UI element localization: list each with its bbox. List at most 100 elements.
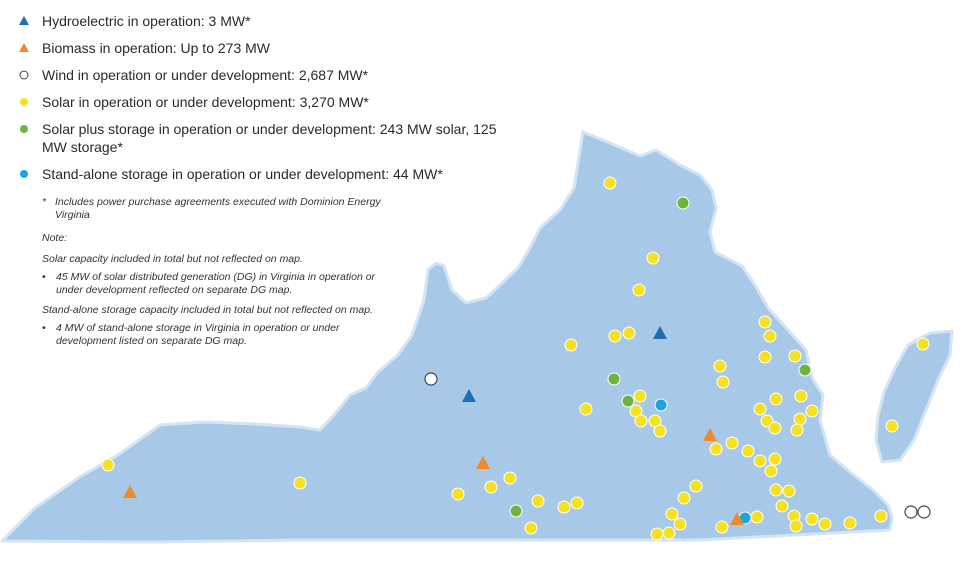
- solar-marker: [579, 402, 593, 416]
- biomass-marker: [730, 512, 744, 525]
- legend-item-hydroelectric: Hydroelectric in operation: 3 MW*: [18, 12, 498, 30]
- solar-marker: [715, 520, 729, 534]
- wind-marker: [917, 505, 931, 519]
- map-notes: * Includes power purchase agreements exe…: [42, 196, 402, 355]
- solar-marker: [794, 389, 808, 403]
- legend-label: Hydroelectric in operation: 3 MW*: [42, 13, 251, 29]
- solar-marker: [677, 491, 691, 505]
- solar-marker: [753, 454, 767, 468]
- biomass-marker: [123, 485, 137, 498]
- solar-marker: [634, 414, 648, 428]
- solar-marker: [451, 487, 465, 501]
- solar-marker: [750, 510, 764, 524]
- solar-marker: [484, 480, 498, 494]
- solar-marker: [758, 315, 772, 329]
- blue-triangle-icon: [18, 12, 42, 30]
- solar-marker: [843, 516, 857, 530]
- eastern-shore: [874, 329, 954, 464]
- storage-note: Stand-alone storage capacity included in…: [42, 304, 373, 316]
- solar-marker: [790, 423, 804, 437]
- solar-marker: [646, 251, 660, 265]
- solar-marker: [789, 519, 803, 533]
- solar-marker: [874, 509, 888, 523]
- solar-marker: [768, 452, 782, 466]
- wind-marker: [904, 505, 918, 519]
- solar-marker: [503, 471, 517, 485]
- solar-marker: [725, 436, 739, 450]
- wind-marker: [424, 372, 438, 386]
- solar-marker: [769, 483, 783, 497]
- green-dot-icon: [18, 120, 42, 138]
- solar-marker: [564, 338, 578, 352]
- biomass-marker: [703, 428, 717, 441]
- orange-triangle-icon: [18, 39, 42, 57]
- map-markers: [101, 176, 931, 541]
- solar-marker: [788, 349, 802, 363]
- solar-plus-storage-marker: [676, 196, 690, 210]
- solar-plus-storage-marker: [621, 394, 635, 408]
- bullet-mark: •: [42, 271, 46, 283]
- bullet-mark: •: [42, 322, 46, 334]
- solar-marker: [769, 392, 783, 406]
- solar-marker: [764, 464, 778, 478]
- legend-label: Solar plus storage in operation or under…: [42, 121, 497, 155]
- blue-dot-icon: [18, 165, 42, 183]
- solar-marker: [775, 499, 789, 513]
- solar-plus-storage-marker: [798, 363, 812, 377]
- legend-item-standalone-storage: Stand-alone storage in operation or unde…: [18, 165, 498, 183]
- solar-marker: [650, 527, 664, 541]
- solar-bullet: • 45 MW of solar distributed generation …: [42, 271, 402, 297]
- solar-marker: [633, 389, 647, 403]
- solar-marker: [805, 404, 819, 418]
- solar-plus-storage-marker: [509, 504, 523, 518]
- legend-item-wind: Wind in operation or under development: …: [18, 66, 498, 84]
- solar-marker: [709, 442, 723, 456]
- legend-item-solar: Solar in operation or under development:…: [18, 93, 498, 111]
- solar-marker: [653, 424, 667, 438]
- asterisk-mark: *: [42, 196, 47, 208]
- solar-marker: [753, 402, 767, 416]
- solar-marker: [570, 496, 584, 510]
- solar-note: Solar capacity included in total but not…: [42, 253, 303, 265]
- solar-marker: [603, 176, 617, 190]
- footnote: * Includes power purchase agreements exe…: [42, 196, 402, 222]
- solar-marker: [916, 337, 930, 351]
- legend-item-biomass: Biomass in operation: Up to 273 MW: [18, 39, 498, 57]
- solar-marker: [689, 479, 703, 493]
- hydroelectric-marker: [653, 326, 667, 339]
- solar-marker: [632, 283, 646, 297]
- map-legend: Hydroelectric in operation: 3 MW* Biomas…: [18, 12, 498, 192]
- solar-marker: [557, 500, 571, 514]
- solar-marker: [885, 419, 899, 433]
- solar-bullet-text: 45 MW of solar distributed generation (D…: [56, 271, 376, 296]
- solar-marker: [524, 521, 538, 535]
- biomass-marker: [476, 456, 490, 469]
- legend-label: Stand-alone storage in operation or unde…: [42, 166, 443, 182]
- solar-marker: [758, 350, 772, 364]
- solar-marker: [793, 412, 807, 426]
- solar-marker: [782, 484, 796, 498]
- storage-bullet-text: 4 MW of stand-alone storage in Virginia …: [56, 322, 340, 347]
- solar-marker: [662, 526, 676, 540]
- solar-marker: [768, 421, 782, 435]
- solar-marker: [531, 494, 545, 508]
- solar-marker: [741, 444, 755, 458]
- solar-marker: [293, 476, 307, 490]
- storage-bullet: • 4 MW of stand-alone storage in Virgini…: [42, 322, 402, 348]
- virginia-mainland: [0, 130, 894, 544]
- footnote-text: Includes power purchase agreements execu…: [55, 196, 381, 221]
- solar-marker: [673, 517, 687, 531]
- solar-marker: [716, 375, 730, 389]
- solar-marker: [713, 359, 727, 373]
- legend-label: Solar in operation or under development:…: [42, 94, 369, 110]
- solar-marker: [622, 326, 636, 340]
- hydroelectric-marker: [462, 389, 476, 402]
- standalone-storage-marker: [654, 398, 668, 412]
- legend-item-solar-plus-storage: Solar plus storage in operation or under…: [18, 120, 498, 156]
- solar-marker: [608, 329, 622, 343]
- solar-marker: [101, 458, 115, 472]
- legend-label: Biomass in operation: Up to 273 MW: [42, 40, 270, 56]
- yellow-dot-icon: [18, 93, 42, 111]
- wind-circle-icon: [18, 66, 42, 84]
